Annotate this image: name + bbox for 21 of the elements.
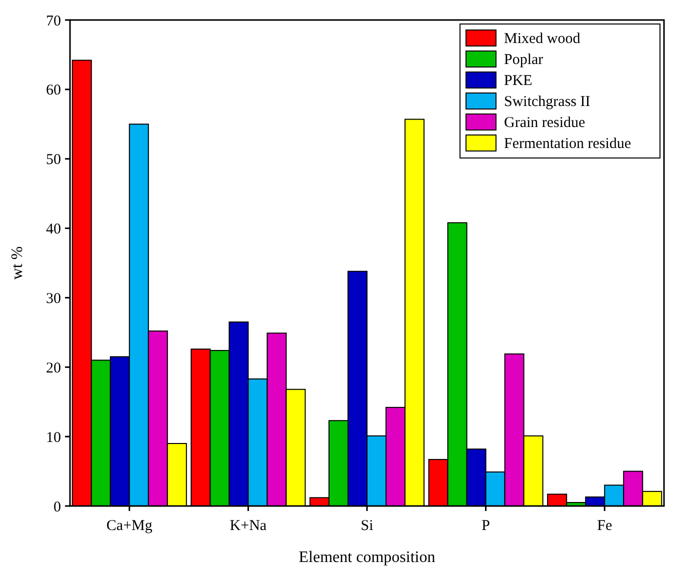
x-axis-title: Element composition: [298, 549, 436, 566]
y-tick-label: 10: [46, 430, 61, 446]
y-tick-label: 20: [46, 360, 61, 376]
x-tick-label: P: [482, 518, 490, 534]
legend-label: PKE: [504, 73, 532, 89]
x-tick-label: Si: [360, 518, 374, 534]
legend-label: Switchgrass II: [504, 94, 590, 110]
y-tick-label: 50: [46, 152, 61, 168]
legend-label: Grain residue: [504, 115, 586, 131]
x-tick-label: K+Na: [230, 518, 267, 534]
y-tick-label: 40: [46, 222, 61, 238]
x-tick-label: Fe: [597, 518, 612, 534]
legend-label: Fermentation residue: [504, 136, 632, 152]
y-axis-title: wt %: [9, 246, 26, 280]
legend-label: Poplar: [504, 52, 544, 68]
legend-label: Mixed wood: [504, 31, 581, 47]
y-tick-label: 70: [46, 13, 61, 30]
y-tick-label: 60: [46, 82, 61, 99]
x-tick-label: Ca+Mg: [106, 518, 153, 534]
y-tick-label: 0: [54, 499, 61, 516]
y-tick-label: 30: [46, 290, 61, 307]
